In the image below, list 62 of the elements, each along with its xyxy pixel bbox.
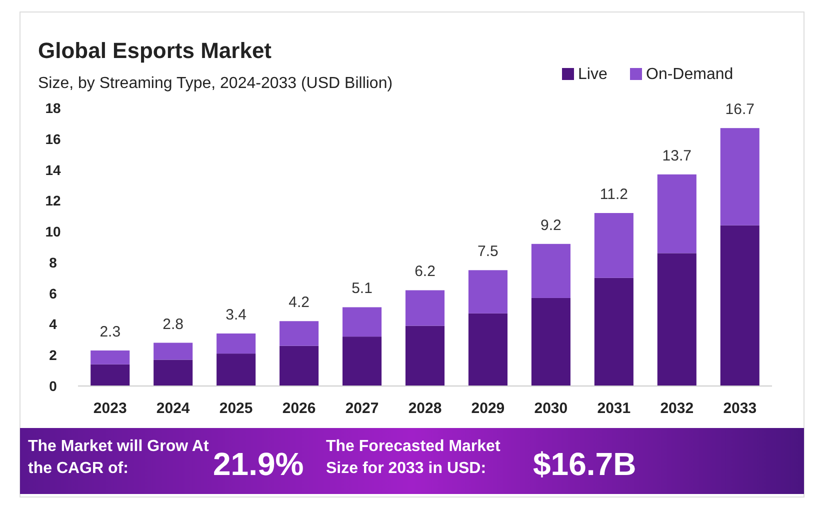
y-tick-label: 18 bbox=[45, 100, 61, 116]
y-tick-label: 16 bbox=[45, 130, 61, 147]
bar bbox=[468, 313, 508, 386]
legend-label: On-Demand bbox=[646, 66, 734, 83]
x-tick-label: 2032 bbox=[660, 400, 694, 417]
total-label: 4.2 bbox=[288, 294, 310, 312]
bar bbox=[342, 307, 382, 337]
y-tick-label: 6 bbox=[49, 285, 58, 302]
y-tick-label: 14 bbox=[45, 162, 61, 178]
chart-subtitle: Size, by Streaming Type, 2024-2033 (USD Billion) bbox=[38, 75, 393, 92]
total-label: 2.3 bbox=[100, 323, 121, 340]
total-label: 2.8 bbox=[162, 316, 184, 333]
bar bbox=[720, 128, 760, 226]
y-tick-label: 8 bbox=[49, 254, 58, 270]
bar bbox=[468, 270, 508, 314]
bar bbox=[280, 346, 319, 386]
bar bbox=[405, 290, 445, 326]
bar bbox=[720, 225, 760, 386]
y-tick-label: 2 bbox=[49, 347, 58, 364]
total-label: 9.2 bbox=[540, 216, 562, 234]
x-tick-label: 2023 bbox=[93, 400, 127, 417]
x-tick-label: 2026 bbox=[282, 400, 316, 417]
total-label: 6.2 bbox=[414, 263, 436, 280]
bar bbox=[657, 253, 696, 386]
bar bbox=[531, 244, 570, 298]
text: The Forecasted Market Size for 2033 in USD: bbox=[326, 438, 500, 477]
bar bbox=[594, 278, 634, 386]
text: 21.9% bbox=[213, 446, 304, 482]
text: The Market will Grow At the CAGR of: bbox=[28, 437, 210, 479]
bar bbox=[342, 336, 382, 386]
text: $16.7B bbox=[533, 446, 636, 482]
total-label: 11.2 bbox=[600, 186, 628, 204]
total-label: 7.5 bbox=[478, 243, 498, 260]
x-tick-label: 2031 bbox=[597, 400, 631, 417]
y-tick-label: 0 bbox=[49, 378, 58, 394]
total-label: 3.4 bbox=[226, 306, 246, 324]
total-label: 13.7 bbox=[662, 147, 692, 164]
x-tick-label: 2027 bbox=[345, 400, 379, 417]
x-tick-label: 2024 bbox=[156, 400, 190, 417]
total-label: 5.1 bbox=[352, 280, 372, 298]
y-tick-label: 10 bbox=[45, 224, 61, 240]
bar bbox=[594, 213, 634, 278]
bar bbox=[216, 354, 256, 386]
x-tick-label: 2028 bbox=[408, 400, 442, 417]
chart-title: Global Esports Market bbox=[38, 38, 272, 63]
legend-label: Live bbox=[578, 66, 608, 83]
x-tick-label: 2030 bbox=[534, 400, 568, 417]
bar bbox=[657, 174, 696, 254]
bar bbox=[405, 326, 445, 386]
bar bbox=[531, 298, 570, 386]
bar bbox=[154, 360, 193, 386]
y-tick-label: 12 bbox=[45, 192, 61, 209]
bar bbox=[90, 364, 130, 386]
bar bbox=[90, 350, 130, 364]
x-tick-label: 2025 bbox=[219, 400, 253, 417]
bar bbox=[280, 321, 319, 346]
y-tick-label: 4 bbox=[49, 316, 58, 332]
x-tick-label: 2029 bbox=[471, 400, 505, 417]
bar bbox=[216, 333, 256, 354]
bar bbox=[154, 342, 193, 360]
x-tick-label: 2033 bbox=[723, 400, 757, 417]
total-label: 16.7 bbox=[725, 101, 754, 118]
